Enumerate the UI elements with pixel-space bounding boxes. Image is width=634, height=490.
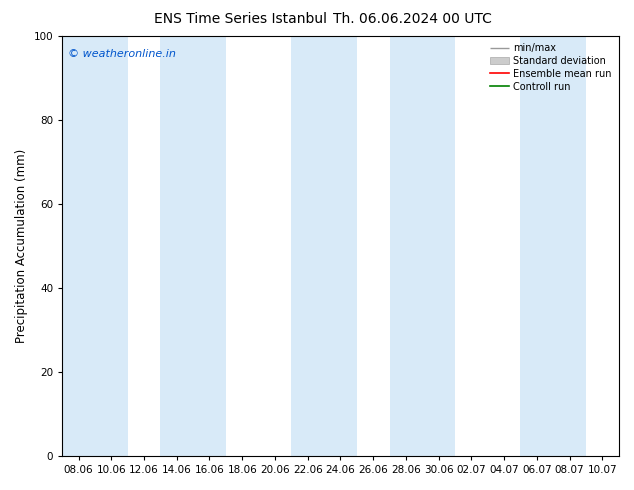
Bar <box>389 36 455 456</box>
Bar <box>292 36 357 456</box>
Text: ENS Time Series Istanbul: ENS Time Series Istanbul <box>155 12 327 26</box>
Bar <box>62 36 127 456</box>
Bar <box>521 36 586 456</box>
Bar <box>160 36 226 456</box>
Legend: min/max, Standard deviation, Ensemble mean run, Controll run: min/max, Standard deviation, Ensemble me… <box>486 39 616 96</box>
Y-axis label: Precipitation Accumulation (mm): Precipitation Accumulation (mm) <box>15 149 28 343</box>
Text: © weatheronline.in: © weatheronline.in <box>68 49 176 59</box>
Text: Th. 06.06.2024 00 UTC: Th. 06.06.2024 00 UTC <box>333 12 491 26</box>
